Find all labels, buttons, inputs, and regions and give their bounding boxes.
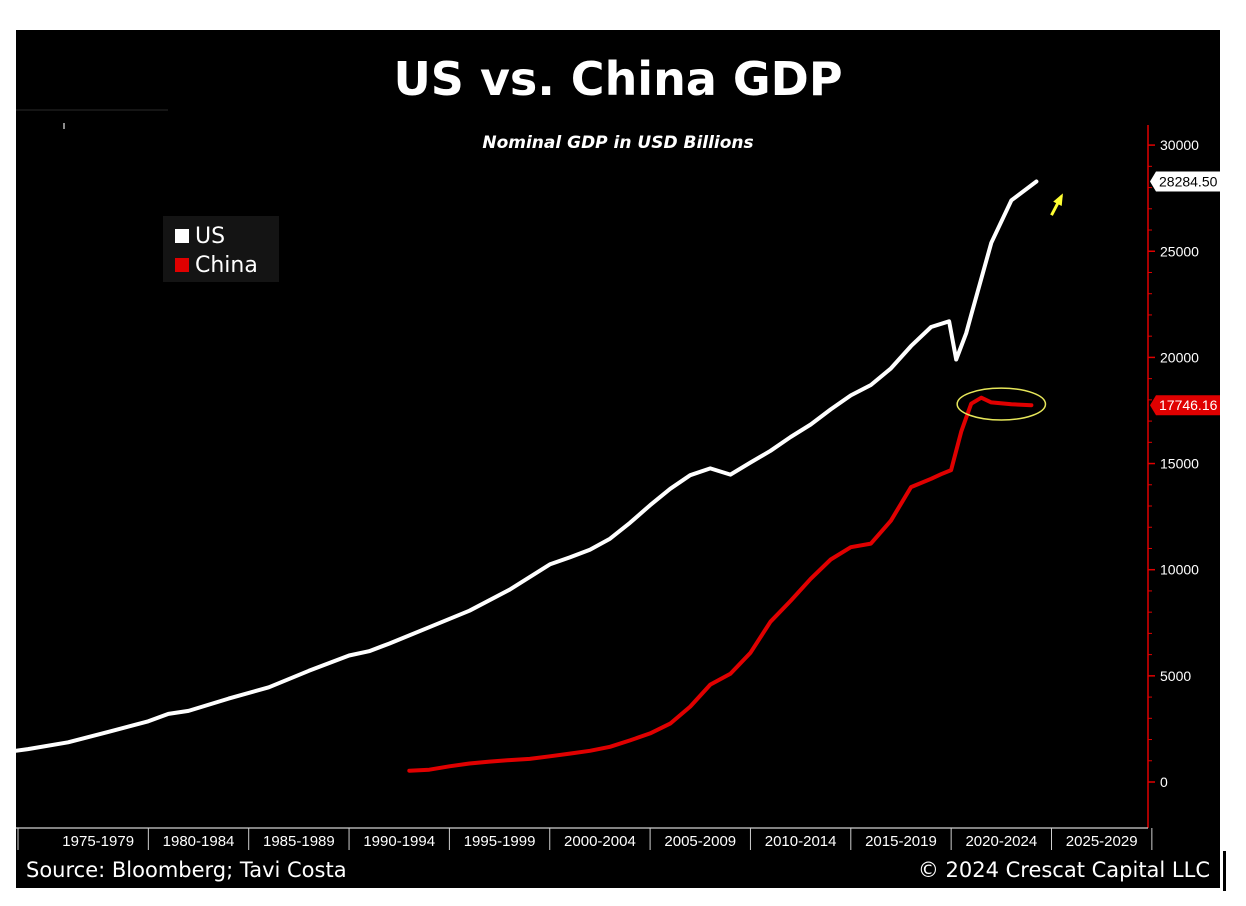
x-tick-label: 2020-2024 [965, 833, 1037, 850]
up-arrow-head-icon [1053, 193, 1063, 207]
y-tick-label: 10000 [1160, 562, 1199, 578]
x-tick-label: 2025-2029 [1066, 833, 1138, 850]
x-tick-label: 2010-2014 [765, 833, 837, 850]
series-line-china [407, 395, 1034, 773]
x-tick-label: 2005-2009 [664, 833, 736, 850]
legend-swatch-us [175, 229, 189, 243]
last-value-tag-us [1150, 171, 1220, 192]
legend-item-china: China [175, 253, 258, 279]
highlight-ellipse [956, 387, 1047, 421]
x-tick-label: 1980-1984 [163, 833, 235, 850]
copyright-note: © 2024 Crescat Capital LLC [917, 858, 1210, 882]
y-tick-label: 5000 [1160, 668, 1191, 684]
last-value-tag-china [1150, 395, 1220, 416]
page-title: US vs. China GDP [393, 52, 843, 106]
x-tick-label: 2015-2019 [865, 833, 937, 850]
last-value-label-us: 28284.50 [1159, 174, 1218, 190]
last-value-label-china: 17746.16 [1159, 397, 1218, 413]
x-tick-label: 1990-1994 [363, 833, 435, 850]
chart-canvas: 1975-1979 1980-1984 1985-1989 1990-1994 1995… [16, 109, 1220, 850]
legend-label-us: US [195, 224, 226, 249]
x-tick-label: 1995-1999 [464, 833, 536, 850]
y-tick-label: 0 [1160, 774, 1168, 790]
y-tick-label: 15000 [1160, 456, 1199, 472]
chart-subtitle: Nominal GDP in USD Billions [482, 133, 754, 153]
y-tick-label: 25000 [1160, 243, 1199, 259]
y-tick-label: 30000 [1160, 137, 1199, 153]
source-note: Source: Bloomberg; Tavi Costa [26, 858, 347, 882]
legend-label-china: China [195, 253, 258, 278]
text-cursor-bar [1223, 851, 1226, 891]
chart-legend: US China [163, 216, 279, 282]
x-tick-label: 2000-2004 [564, 833, 636, 850]
legend-swatch-china [175, 258, 189, 272]
y-tick-label: 20000 [1160, 349, 1199, 365]
series-line-us [16, 179, 1039, 753]
chart-frame: 1975-1979 1980-1984 1985-1989 1990-1994 1995… [16, 30, 1220, 888]
legend-item-us: US [175, 224, 225, 250]
x-tick-label: 1975-1979 [62, 833, 134, 850]
x-tick-label: 1985-1989 [263, 833, 335, 850]
